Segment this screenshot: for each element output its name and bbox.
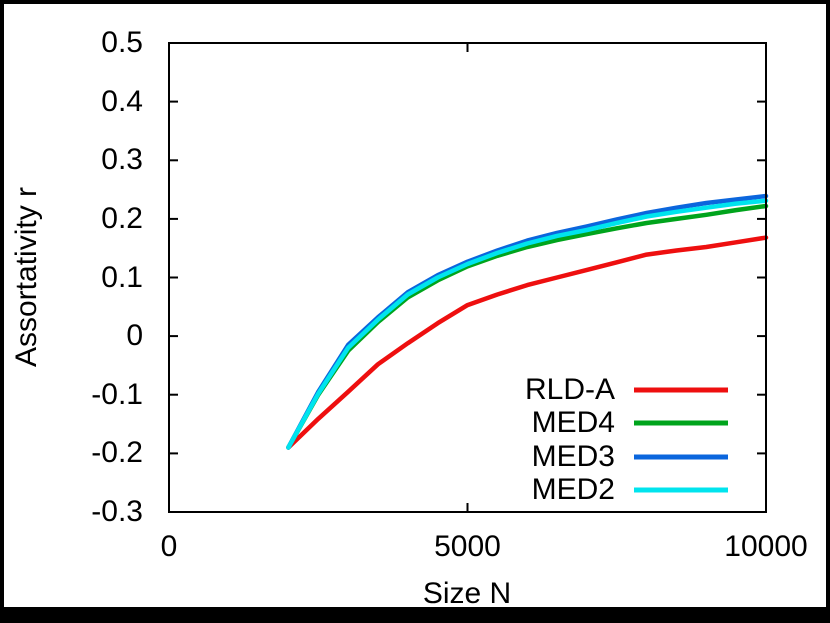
x-axis-title: Size N [422, 577, 512, 610]
y-tick-label: 0 [126, 319, 143, 353]
legend-label: MED3 [531, 439, 615, 473]
plot-canvas [4, 4, 826, 607]
y-tick-label: 0.3 [101, 143, 143, 177]
x-tick-label: 0 [160, 530, 178, 563]
legend-label: MED2 [531, 472, 615, 506]
x-tick-label: 10000 [724, 530, 808, 563]
y-tick-label: -0.2 [91, 436, 143, 470]
y-tick-label: -0.1 [91, 377, 143, 411]
legend-line-sample [634, 420, 728, 426]
y-tick-label: 0.4 [101, 84, 143, 118]
legend-line-sample [634, 454, 728, 460]
y-tick-label: 0.1 [101, 260, 143, 294]
y-tick-label: -0.3 [91, 495, 143, 528]
legend-line-sample [634, 487, 728, 493]
y-tick-label: 0.5 [101, 26, 143, 59]
y-tick-label: 0.2 [101, 201, 143, 235]
legend-label: RLD-A [524, 373, 615, 406]
curve-med2 [286, 198, 769, 450]
y-axis-title: Assortativity r [10, 186, 43, 368]
legend-label: MED4 [531, 406, 615, 440]
x-tick-label: 5000 [434, 530, 501, 563]
legend-line-sample [634, 387, 728, 393]
curve-rld-a [286, 235, 769, 450]
